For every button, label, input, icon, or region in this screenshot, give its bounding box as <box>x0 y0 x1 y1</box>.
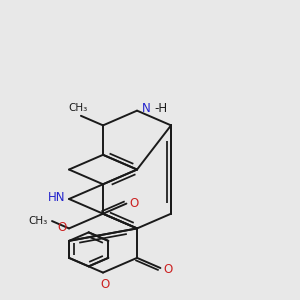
Text: N: N <box>142 102 151 115</box>
Text: HN: HN <box>48 191 65 204</box>
Text: O: O <box>57 221 67 234</box>
Text: -H: -H <box>155 102 168 115</box>
Text: O: O <box>101 278 110 292</box>
Text: CH₃: CH₃ <box>69 103 88 113</box>
Text: O: O <box>129 197 139 210</box>
Text: O: O <box>164 262 173 276</box>
Text: CH₃: CH₃ <box>29 216 48 226</box>
